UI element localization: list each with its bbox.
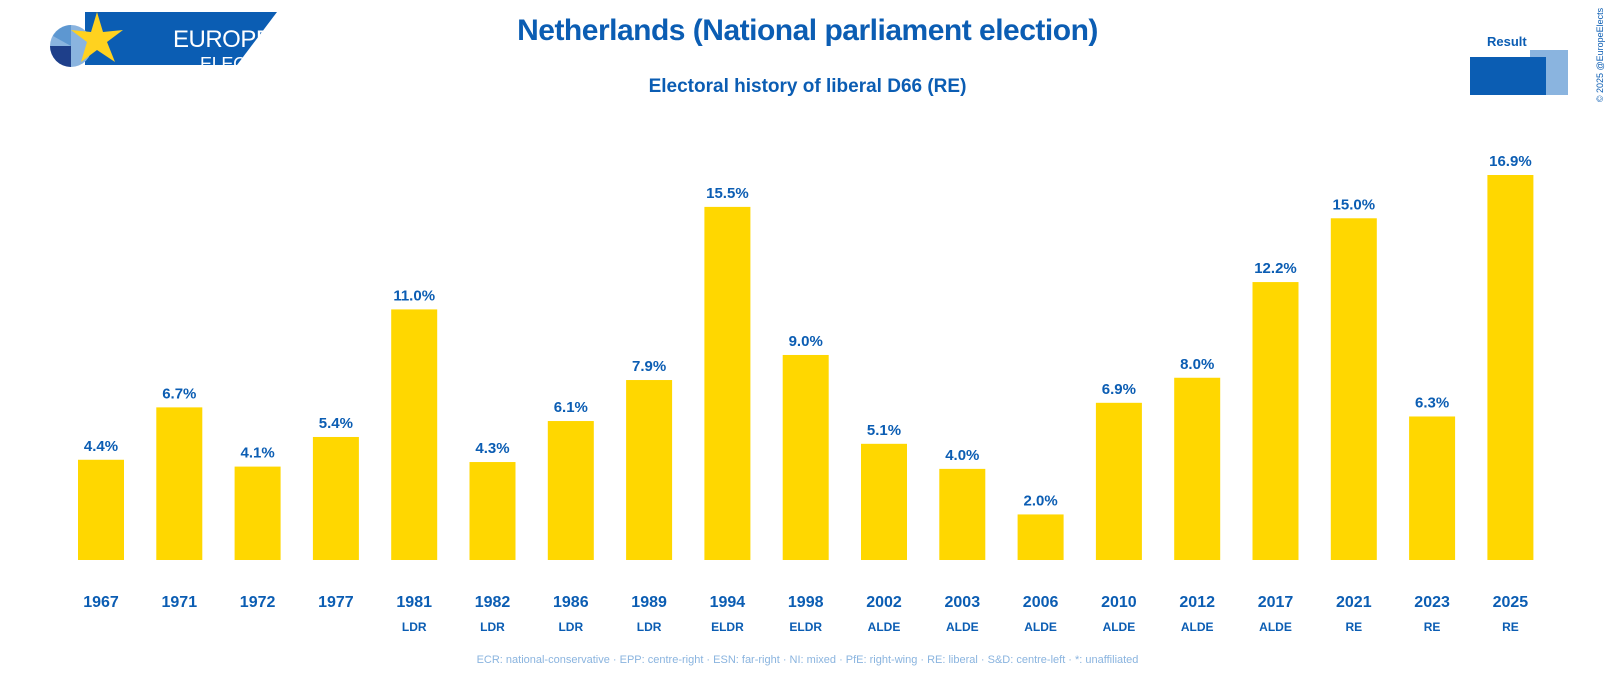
x-tick-label-2021: 2021 (1336, 594, 1372, 611)
x-tick-label-2003: 2003 (945, 594, 981, 611)
x-tick-label-1971: 1971 (162, 594, 198, 611)
bar-2002 (861, 443, 907, 560)
logo-star-icon (71, 12, 123, 62)
x-tick-label-1982: 1982 (475, 594, 511, 611)
bar-1989 (626, 380, 673, 560)
bar-2023 (1409, 416, 1456, 560)
data-label-2012: 8.0% (1180, 356, 1214, 373)
data-label-2006: 2.0% (1023, 492, 1057, 509)
legend-swatch-result (1470, 57, 1546, 95)
x-tick-label-1998: 1998 (788, 594, 824, 611)
bar-2012 (1174, 377, 1221, 560)
bar-2010 (1095, 402, 1142, 560)
chart-subtitle: Electoral history of liberal D66 (RE) (648, 76, 967, 97)
data-label-1998: 9.0% (789, 333, 823, 350)
group-label-2025: RE (1502, 620, 1519, 634)
data-label-1967: 4.4% (84, 438, 118, 455)
logo-text-elects: ELECTS (200, 54, 269, 74)
chart-legend: Result (1470, 32, 1580, 102)
group-label-1986: LDR (558, 620, 583, 634)
x-tick-label-2012: 2012 (1179, 594, 1215, 611)
data-label-1972: 4.1% (240, 445, 274, 462)
logo-text-europe: EUROPE (173, 26, 272, 53)
group-label-2017: ALDE (1259, 620, 1292, 634)
bar-2003 (939, 468, 986, 560)
logo-globe-segment-icon (53, 25, 71, 46)
group-label-1982: LDR (480, 620, 505, 634)
group-label-2012: ALDE (1181, 620, 1214, 634)
group-label-2023: RE (1424, 620, 1441, 634)
group-label-2021: RE (1345, 620, 1362, 634)
group-label-1994: ELDR (711, 620, 744, 634)
bar-1981 (391, 309, 438, 560)
group-label-1989: LDR (637, 620, 662, 634)
logo-globe-segment-icon (50, 46, 71, 67)
logo-graphic (50, 12, 277, 67)
data-label-2021: 15.0% (1333, 196, 1376, 213)
data-label-2002: 5.1% (867, 422, 901, 439)
x-tick-label-1986: 1986 (553, 594, 589, 611)
bar-1994 (704, 206, 751, 560)
bar-2017 (1252, 282, 1299, 560)
bar-1971 (156, 407, 203, 560)
x-tick-label-1981: 1981 (396, 594, 432, 611)
x-tick-label-2017: 2017 (1258, 594, 1294, 611)
data-label-1977: 5.4% (319, 415, 353, 432)
bar-1982 (469, 462, 516, 560)
x-tick-label-2010: 2010 (1101, 594, 1137, 611)
x-tick-label-1989: 1989 (631, 594, 667, 611)
group-label-1981: LDR (402, 620, 427, 634)
x-tick-label-1967: 1967 (83, 594, 119, 611)
bar-1977 (312, 436, 359, 560)
legend-label: Result (1487, 34, 1527, 49)
group-label-2003: ALDE (946, 620, 979, 634)
europe-elects-logo: EUROPE ELECTS (45, 12, 280, 74)
x-tick-label-1972: 1972 (240, 594, 276, 611)
data-label-1989: 7.9% (632, 358, 666, 375)
data-label-2017: 12.2% (1254, 260, 1297, 277)
group-label-1998: ELDR (789, 620, 822, 634)
group-label-2002: ALDE (868, 620, 901, 634)
bar-1998 (782, 354, 829, 560)
group-label-2010: ALDE (1103, 620, 1136, 634)
bar-2006 (1017, 514, 1064, 560)
data-label-2010: 6.9% (1102, 381, 1136, 398)
bar-1967 (78, 459, 124, 560)
data-label-1971: 6.7% (162, 385, 196, 402)
data-label-1981: 11.0% (393, 287, 435, 304)
x-tick-label-1977: 1977 (318, 594, 354, 611)
x-tick-label-1994: 1994 (710, 594, 746, 611)
logo-banner-shape (85, 12, 277, 65)
bar-2025 (1487, 175, 1534, 560)
data-label-2025: 16.9% (1489, 153, 1532, 170)
data-label-1982: 4.3% (475, 440, 509, 457)
group-label-2006: ALDE (1024, 620, 1057, 634)
data-label-1994: 15.5% (706, 185, 749, 202)
party-group-footnote: ECR: national-conservative · EPP: centre… (476, 654, 1139, 666)
x-tick-label-2023: 2023 (1414, 594, 1450, 611)
x-tick-label-2025: 2025 (1493, 594, 1529, 611)
x-tick-label-2002: 2002 (866, 594, 902, 611)
bar-2021 (1330, 218, 1377, 560)
page-title: Netherlands (National parliament electio… (517, 14, 1098, 47)
data-label-2023: 6.3% (1415, 394, 1449, 411)
data-label-2003: 4.0% (945, 447, 979, 464)
data-label-1986: 6.1% (554, 399, 588, 416)
bar-1972 (234, 466, 281, 560)
x-tick-label-2006: 2006 (1023, 594, 1059, 611)
bar-1986 (547, 421, 594, 560)
